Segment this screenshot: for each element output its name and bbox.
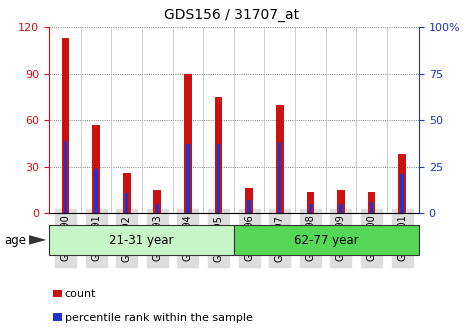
- Bar: [186, 144, 190, 213]
- Bar: [398, 154, 406, 213]
- Bar: [125, 193, 128, 213]
- Bar: [217, 144, 220, 213]
- Bar: [62, 38, 69, 213]
- Text: age: age: [5, 234, 27, 247]
- Bar: [337, 190, 345, 213]
- Text: count: count: [65, 289, 96, 299]
- Bar: [276, 104, 283, 213]
- Bar: [64, 141, 67, 213]
- Bar: [247, 200, 251, 213]
- Text: percentile rank within the sample: percentile rank within the sample: [65, 312, 253, 323]
- Bar: [156, 204, 159, 213]
- Bar: [400, 174, 404, 213]
- Bar: [215, 97, 222, 213]
- Bar: [49, 225, 234, 255]
- Bar: [339, 204, 343, 213]
- Bar: [245, 188, 253, 213]
- Polygon shape: [29, 235, 46, 245]
- Bar: [153, 190, 161, 213]
- Bar: [370, 202, 373, 213]
- Text: 62-77 year: 62-77 year: [294, 234, 359, 247]
- Bar: [368, 192, 375, 213]
- Text: GDS156 / 31707_at: GDS156 / 31707_at: [164, 8, 299, 23]
- Text: 21-31 year: 21-31 year: [109, 234, 174, 247]
- Bar: [94, 169, 98, 213]
- Bar: [278, 142, 282, 213]
- Bar: [307, 192, 314, 213]
- Bar: [234, 225, 419, 255]
- Bar: [92, 125, 100, 213]
- Bar: [123, 173, 131, 213]
- Bar: [184, 74, 192, 213]
- Bar: [309, 204, 312, 213]
